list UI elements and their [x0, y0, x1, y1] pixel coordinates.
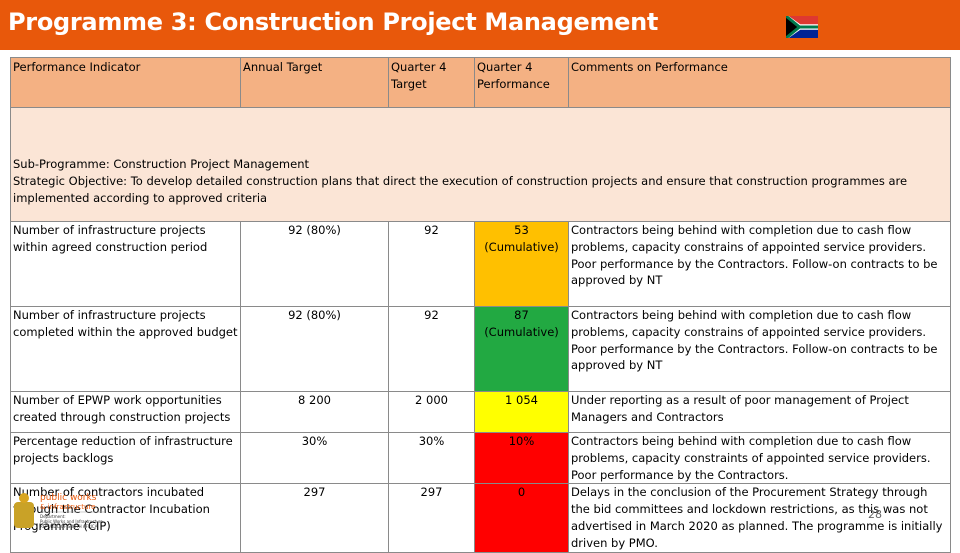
q4-performance-cell: 87 (Cumulative) — [474, 306, 569, 392]
south-africa-flag-icon — [786, 16, 818, 38]
subprogramme-row: Sub-Programme: Construction Project Mana… — [10, 107, 951, 222]
comments-cell: Under reporting as a result of poor mana… — [568, 391, 951, 433]
header-annual-target: Annual Target — [240, 57, 389, 108]
q4-target-cell: 2 000 — [388, 391, 475, 433]
comments-cell: Contractors being behind with completion… — [568, 306, 951, 392]
annual-target-cell: 92 (80%) — [240, 221, 389, 307]
table-row: Number of infrastructure projects comple… — [10, 306, 951, 392]
q4-performance-cell: 0 — [474, 483, 569, 553]
indicator-cell: Number of infrastructure projects within… — [10, 221, 241, 307]
annual-target-cell: 297 — [240, 483, 389, 553]
q4-performance-cell: 53 (Cumulative) — [474, 221, 569, 307]
page-number: 28 — [868, 508, 882, 521]
q4-target-cell: 297 — [388, 483, 475, 553]
table-row: Number of infrastructure projects within… — [10, 221, 951, 307]
indicator-cell: Number of infrastructure projects comple… — [10, 306, 241, 392]
table-header-row: Performance Indicator Annual Target Quar… — [10, 57, 951, 108]
header-comments: Comments on Performance — [568, 57, 951, 108]
indicator-cell: Percentage reduction of infrastructure p… — [10, 431, 241, 485]
table-row: Percentage reduction of infrastructure p… — [10, 431, 951, 485]
q4-performance-cell: 10% — [474, 431, 569, 485]
header-performance-indicator: Performance Indicator — [10, 57, 241, 108]
table-row: Number of contractors incubated through … — [10, 483, 951, 553]
header-q4-performance: Quarter 4 Performance — [474, 57, 569, 108]
performance-table: Performance Indicator Annual Target Quar… — [10, 57, 951, 553]
subprogramme-cell: Sub-Programme: Construction Project Mana… — [10, 107, 951, 222]
q4-performance-cell: 1 054 — [474, 391, 569, 433]
q4-target-cell: 92 — [388, 306, 475, 392]
annual-target-cell: 92 (80%) — [240, 306, 389, 392]
logo-line-1: public works — [40, 493, 97, 503]
slide-title: Programme 3: Construction Project Manage… — [8, 8, 659, 36]
comments-cell: Delays in the conclusion of the Procurem… — [568, 483, 951, 553]
annual-target-cell: 30% — [240, 431, 389, 485]
coat-of-arms-icon — [14, 502, 34, 528]
q4-target-cell: 92 — [388, 221, 475, 307]
department-logo: public works & infrastructure Department… — [14, 493, 104, 529]
comments-cell: Contractors being behind with completion… — [568, 431, 951, 485]
indicator-cell: Number of EPWP work opportunities create… — [10, 391, 241, 433]
logo-line-2: & infrastructure — [40, 503, 95, 511]
table-row: Number of EPWP work opportunities create… — [10, 391, 951, 433]
q4-target-cell: 30% — [388, 431, 475, 485]
subprogramme-name: Sub-Programme: Construction Project Mana… — [13, 157, 310, 171]
logo-line-5: REPUBLIC OF SOUTH AFRICA — [40, 524, 98, 529]
comments-cell: Contractors being behind with completion… — [568, 221, 951, 307]
logo-line-3: Department: — [40, 514, 66, 519]
header-q4-target: Quarter 4 Target — [388, 57, 475, 108]
annual-target-cell: 8 200 — [240, 391, 389, 433]
logo-line-4: Public Works and Infrastructure — [40, 519, 103, 524]
strategic-objective: Strategic Objective: To develop detailed… — [13, 173, 908, 205]
